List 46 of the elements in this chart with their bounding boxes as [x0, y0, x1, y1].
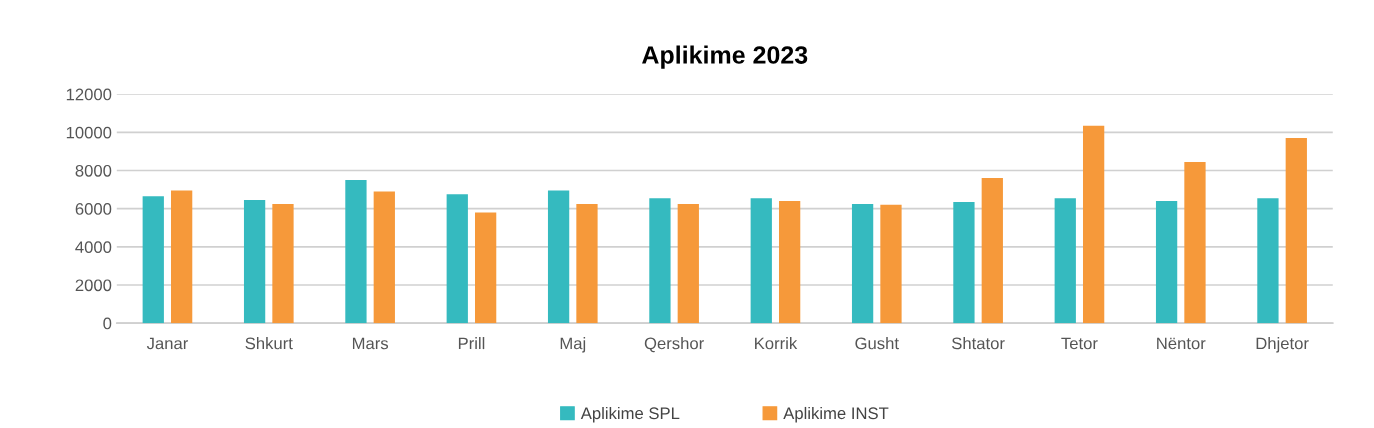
bar [677, 203, 699, 324]
legend-label: Aplikime SPL [580, 406, 680, 423]
x-tick-label: Prill [458, 337, 485, 350]
legend-label: Aplikime INST [783, 406, 889, 423]
y-tick-label: 12000 [66, 88, 112, 101]
bar [1083, 125, 1105, 324]
bar [1257, 198, 1279, 324]
bar [345, 180, 367, 324]
x-tick-label: Mars [352, 337, 389, 350]
bar [981, 178, 1003, 324]
y-tick-label: 4000 [75, 241, 112, 254]
bar [446, 194, 468, 324]
bar [576, 203, 598, 324]
bar [547, 190, 570, 324]
bar [1054, 198, 1076, 324]
bar [851, 203, 874, 324]
x-tick-label: Korrik [755, 337, 798, 350]
bar [953, 201, 975, 324]
x-tick-label: Maj [560, 337, 586, 353]
y-tick-label: 0 [103, 317, 112, 330]
bar [373, 191, 395, 324]
x-tick-label: Gusht [855, 337, 899, 350]
bar [142, 196, 164, 324]
bar [880, 204, 902, 324]
bar [1184, 161, 1206, 324]
bar [475, 212, 497, 324]
bar [649, 198, 671, 324]
bar [171, 190, 193, 324]
bar [243, 200, 266, 324]
x-tick-label: Tetor [1061, 337, 1098, 350]
bar [1285, 138, 1307, 324]
x-tick-label: Janar [146, 337, 189, 350]
y-tick-label: 8000 [75, 164, 112, 177]
x-tick-label: Dhjetor [1256, 337, 1309, 353]
bar [750, 198, 772, 324]
y-tick-label: 10000 [66, 126, 112, 139]
bar [272, 203, 294, 324]
bar [1155, 201, 1178, 324]
x-tick-label: Shkurt [245, 337, 293, 350]
bar [779, 201, 801, 324]
x-tick-label: Shtator [952, 337, 1005, 350]
y-tick-label: 2000 [75, 279, 112, 292]
x-tick-label: Nëntor [1157, 337, 1206, 350]
x-tick-label: Qershor [644, 337, 704, 353]
chart-title: Aplikime 2023 [642, 45, 808, 69]
y-tick-label: 6000 [75, 203, 112, 215]
